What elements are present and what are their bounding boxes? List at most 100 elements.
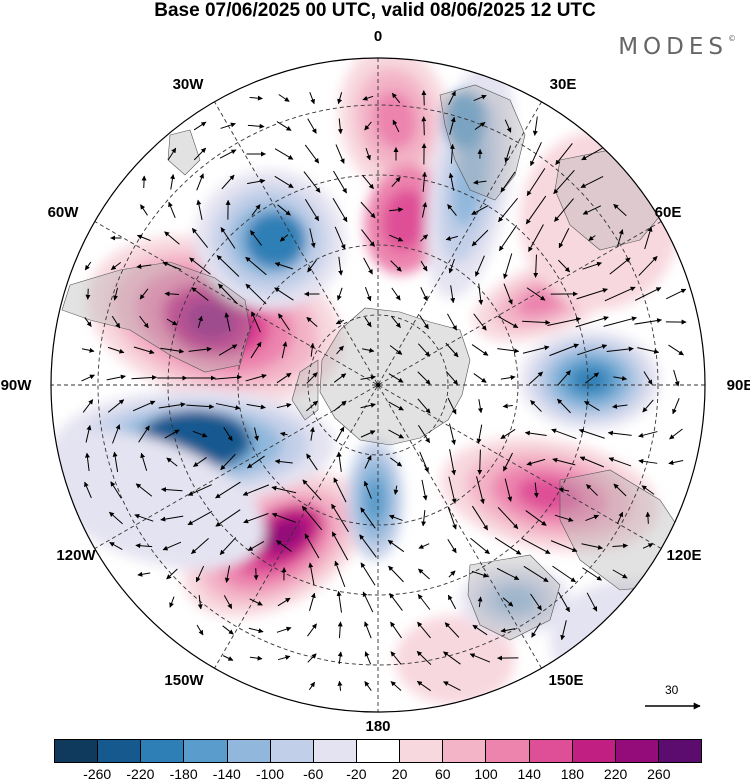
wind-arrow — [215, 403, 241, 410]
wind-arrow — [581, 147, 603, 161]
wind-arrow — [500, 428, 516, 440]
wind-arrow — [193, 457, 207, 467]
longitude-label: 60W — [47, 204, 79, 221]
wind-arrow — [110, 481, 122, 499]
wind-arrow — [448, 90, 456, 105]
wind-arrow — [364, 316, 372, 328]
wind-arrow — [417, 593, 431, 610]
wind-arrow — [360, 507, 376, 529]
wind-arrow — [364, 621, 372, 639]
wind-arrow — [224, 565, 231, 583]
meridian-line — [94, 221, 662, 549]
wind-arrow — [447, 506, 457, 530]
wind-arrow — [336, 451, 342, 472]
wind-arrow — [669, 428, 683, 440]
wind-arrow — [249, 655, 263, 661]
anomaly-contour — [443, 90, 487, 150]
wind-arrow — [445, 342, 459, 358]
latitude-circle — [167, 174, 589, 596]
wind-arrow — [301, 505, 323, 531]
wind-arrow — [168, 201, 176, 219]
wind-arrow — [524, 430, 547, 436]
wind-arrow — [246, 403, 266, 410]
wind-arrow — [166, 568, 178, 580]
colorbar-tick-label: 100 — [474, 766, 498, 782]
wind-arrow — [388, 565, 404, 583]
wind-arrow — [419, 451, 429, 473]
wind-arrow — [304, 144, 320, 164]
wind-arrow — [391, 287, 401, 301]
colorbar-tick-label: 220 — [603, 766, 628, 782]
wind-arrow — [139, 288, 149, 300]
wind-arrow — [551, 428, 577, 440]
wind-arrow — [421, 510, 427, 527]
longitude-label: 0 — [373, 28, 383, 45]
wind-arrow — [139, 315, 149, 329]
wind-arrow — [552, 565, 576, 583]
wind-arrow — [419, 314, 429, 330]
wind-arrow — [494, 537, 522, 555]
wind-arrow — [469, 653, 491, 663]
wind-arrow — [106, 374, 126, 381]
wind-arrow — [389, 593, 403, 611]
wind-arrow — [554, 514, 574, 522]
wind-arrow — [585, 372, 600, 384]
wind-arrow — [552, 457, 576, 466]
wind-arrow — [504, 119, 512, 133]
wind-arrow — [528, 224, 544, 252]
wind-arrow — [250, 341, 262, 359]
wind-arrow — [607, 430, 632, 436]
anomaly-contour — [363, 476, 387, 524]
wind-arrow — [276, 540, 292, 552]
wind-arrow — [84, 481, 92, 499]
wind-arrow — [502, 597, 514, 607]
wind-arrow — [196, 173, 204, 191]
wind-arrow — [417, 424, 431, 444]
wind-arrow — [580, 175, 604, 189]
wind-arrow — [136, 263, 152, 269]
wind-arrow — [558, 228, 570, 249]
vector-scale-label: 30 — [665, 683, 679, 697]
wind-arrow — [191, 537, 209, 555]
wind-arrow — [166, 457, 178, 467]
wind-arrow — [476, 476, 485, 505]
wind-arrow — [362, 347, 375, 353]
wind-arrow — [222, 655, 234, 661]
wind-arrow — [473, 179, 487, 185]
wind-arrow — [365, 147, 371, 161]
wind-arrow — [388, 373, 404, 383]
wind-arrow — [140, 204, 148, 216]
wind-arrow — [497, 315, 519, 329]
wind-arrow — [526, 287, 546, 301]
wind-arrow — [473, 373, 487, 383]
wind-arrow — [274, 175, 294, 189]
wind-arrow — [526, 458, 546, 466]
wind-arrow — [613, 203, 627, 217]
wind-arrow — [220, 122, 236, 129]
wind-arrow — [242, 484, 270, 496]
wind-arrow — [192, 430, 208, 438]
wind-arrow — [247, 541, 265, 551]
wind-arrow — [196, 199, 203, 220]
colorbar-tick-label: 260 — [647, 766, 671, 782]
wind-arrow — [449, 449, 457, 476]
wind-arrow — [278, 313, 290, 331]
wind-arrow — [477, 399, 483, 414]
wind-arrow — [420, 287, 428, 302]
wind-arrow — [603, 316, 637, 327]
wind-arrow — [612, 403, 628, 409]
wind-arrow — [558, 591, 570, 613]
wind-arrow — [113, 287, 118, 301]
wind-arrow — [337, 651, 343, 665]
wind-arrow — [160, 515, 184, 522]
wind-arrow — [673, 369, 680, 387]
wind-arrow — [363, 480, 372, 499]
wind-arrow — [222, 625, 234, 635]
wind-arrow — [191, 228, 209, 248]
longitude-label: 90W — [0, 377, 32, 394]
wind-arrow — [638, 458, 658, 464]
wind-arrow — [360, 375, 376, 380]
wind-arrow — [138, 425, 150, 443]
wind-arrow — [471, 205, 489, 215]
wind-arrow — [112, 424, 121, 444]
